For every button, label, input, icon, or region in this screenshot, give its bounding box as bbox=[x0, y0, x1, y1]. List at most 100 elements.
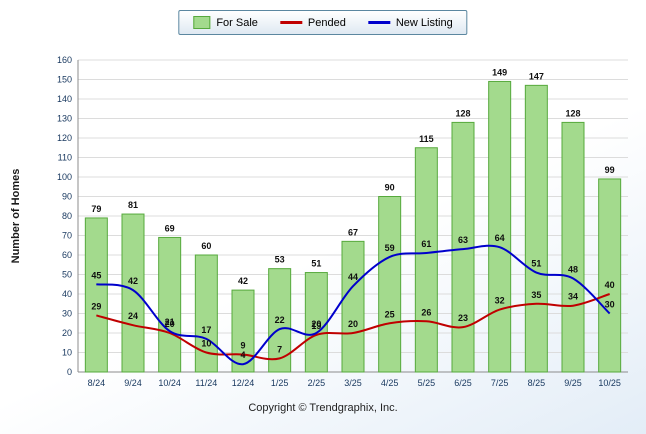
pended-swatch-icon bbox=[279, 21, 302, 24]
y-tick-label: 50 bbox=[62, 270, 72, 280]
pended-point-value-label: 35 bbox=[531, 290, 541, 300]
y-tick-label: 130 bbox=[57, 114, 72, 124]
pended-point-value-label: 25 bbox=[385, 309, 395, 319]
y-tick-label: 160 bbox=[57, 55, 72, 65]
y-tick-label: 150 bbox=[57, 75, 72, 85]
x-tick-label: 10/24 bbox=[158, 378, 181, 388]
y-tick-label: 100 bbox=[57, 172, 72, 182]
for-sale-bar bbox=[341, 240, 365, 373]
for-sale-bar-value-label: 60 bbox=[201, 241, 211, 251]
for-sale-bar-value-label: 128 bbox=[565, 108, 580, 118]
pended-point-value-label: 20 bbox=[165, 319, 175, 329]
x-tick-label: 12/24 bbox=[232, 378, 255, 388]
x-tick-label: 9/25 bbox=[564, 378, 582, 388]
pended-point-value-label: 40 bbox=[605, 280, 615, 290]
x-tick-label: 8/24 bbox=[88, 378, 106, 388]
new-listing-swatch-icon bbox=[367, 21, 390, 24]
new-listing-point-value-label: 17 bbox=[201, 325, 211, 335]
for-sale-bar-value-label: 115 bbox=[419, 134, 434, 144]
new-listing-point-value-label: 22 bbox=[275, 315, 285, 325]
legend: For Sale Pended New Listing bbox=[178, 10, 468, 35]
pended-point-value-label: 32 bbox=[495, 296, 505, 306]
for-sale-bar-value-label: 81 bbox=[128, 200, 138, 210]
y-tick-label: 10 bbox=[62, 348, 72, 358]
legend-item-pended: Pended bbox=[279, 16, 346, 29]
y-tick-label: 40 bbox=[62, 289, 72, 299]
for-sale-bar bbox=[524, 84, 548, 373]
x-tick-label: 4/25 bbox=[381, 378, 399, 388]
y-tick-label: 60 bbox=[62, 250, 72, 260]
for-sale-bar bbox=[598, 178, 622, 373]
new-listing-point-value-label: 64 bbox=[495, 233, 505, 243]
new-listing-point-value-label: 61 bbox=[421, 239, 431, 249]
for-sale-bar-value-label: 42 bbox=[238, 276, 248, 286]
new-listing-point-value-label: 30 bbox=[605, 300, 615, 310]
for-sale-bar-value-label: 128 bbox=[455, 108, 470, 118]
new-listing-point-value-label: 45 bbox=[91, 270, 101, 280]
for-sale-bar-value-label: 51 bbox=[311, 259, 321, 269]
y-tick-label: 30 bbox=[62, 309, 72, 319]
x-tick-label: 10/25 bbox=[598, 378, 621, 388]
legend-item-for-sale: For Sale bbox=[193, 16, 258, 29]
x-tick-label: 5/25 bbox=[418, 378, 436, 388]
for-sale-bar-value-label: 147 bbox=[529, 71, 544, 81]
for-sale-bar bbox=[231, 289, 255, 373]
legend-label-new-listing: New Listing bbox=[395, 16, 453, 29]
for-sale-bar bbox=[561, 121, 585, 373]
for-sale-bar-value-label: 99 bbox=[605, 165, 615, 175]
for-sale-bar-value-label: 149 bbox=[492, 67, 507, 77]
x-tick-label: 6/25 bbox=[454, 378, 472, 388]
new-listing-point-value-label: 51 bbox=[531, 259, 541, 269]
pended-point-value-label: 20 bbox=[348, 319, 358, 329]
y-tick-label: 20 bbox=[62, 328, 72, 338]
legend-item-new-listing: New Listing bbox=[367, 16, 453, 29]
new-listing-point-value-label: 48 bbox=[568, 264, 578, 274]
y-tick-label: 70 bbox=[62, 231, 72, 241]
pended-point-value-label: 23 bbox=[458, 313, 468, 323]
pended-point-value-label: 9 bbox=[240, 340, 245, 350]
for-sale-swatch-icon bbox=[193, 16, 211, 29]
for-sale-bar-value-label: 79 bbox=[91, 204, 101, 214]
pended-line bbox=[96, 293, 610, 361]
y-tick-label: 0 bbox=[67, 367, 72, 377]
y-tick-label: 80 bbox=[62, 211, 72, 221]
for-sale-bar bbox=[488, 80, 512, 373]
pended-point-value-label: 19 bbox=[311, 321, 321, 331]
x-tick-label: 9/24 bbox=[124, 378, 142, 388]
new-listing-point-value-label: 44 bbox=[348, 272, 358, 282]
for-sale-bar bbox=[84, 217, 108, 373]
new-listing-point-value-label: 42 bbox=[128, 276, 138, 286]
new-listing-line bbox=[96, 244, 611, 366]
x-tick-label: 7/25 bbox=[491, 378, 509, 388]
copyright-text: Copyright © Trendgraphix, Inc. bbox=[248, 402, 398, 414]
new-listing-point-value-label: 20 bbox=[311, 319, 321, 329]
new-listing-point-value-label: 4 bbox=[240, 350, 245, 360]
y-tick-label: 90 bbox=[62, 192, 72, 202]
for-sale-bar-value-label: 90 bbox=[385, 183, 395, 193]
for-sale-bar-value-label: 69 bbox=[165, 223, 175, 233]
y-tick-label: 110 bbox=[58, 153, 72, 163]
for-sale-bar bbox=[378, 196, 402, 373]
for-sale-bar bbox=[268, 268, 292, 373]
for-sale-bar-value-label: 53 bbox=[275, 255, 285, 265]
pended-point-value-label: 34 bbox=[568, 292, 578, 302]
pended-point-value-label: 29 bbox=[91, 301, 101, 311]
for-sale-bar-value-label: 67 bbox=[348, 227, 358, 237]
for-sale-bar bbox=[121, 213, 145, 373]
y-tick-label: 120 bbox=[57, 133, 72, 143]
for-sale-bar bbox=[158, 236, 182, 373]
new-listing-point-value-label: 59 bbox=[385, 243, 395, 253]
x-tick-label: 2/25 bbox=[308, 378, 326, 388]
x-tick-label: 1/25 bbox=[271, 378, 289, 388]
x-tick-label: 8/25 bbox=[528, 378, 546, 388]
for-sale-bar bbox=[414, 147, 438, 373]
new-listing-point-value-label: 63 bbox=[458, 235, 468, 245]
x-tick-label: 11/24 bbox=[195, 378, 217, 388]
legend-label-for-sale: For Sale bbox=[216, 16, 258, 29]
pended-point-value-label: 26 bbox=[421, 307, 431, 317]
y-tick-label: 140 bbox=[57, 94, 72, 104]
new-listing-point-value-label: 21 bbox=[165, 317, 175, 327]
pended-point-value-label: 10 bbox=[201, 339, 211, 349]
legend-label-pended: Pended bbox=[307, 16, 346, 29]
